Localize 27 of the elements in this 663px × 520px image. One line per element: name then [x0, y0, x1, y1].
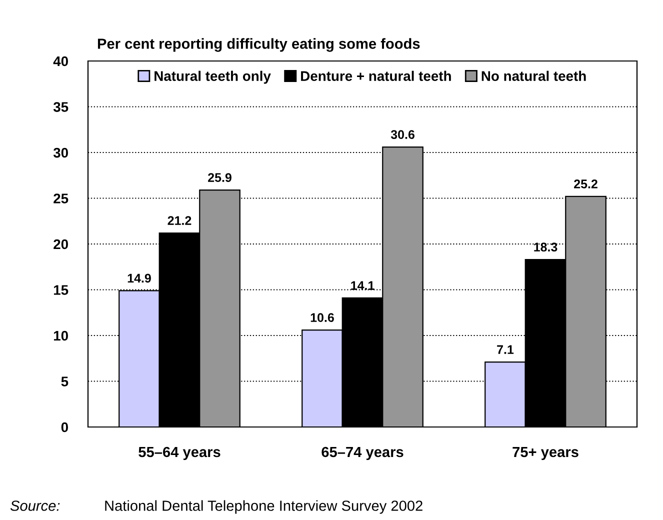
x-tick-label: 55–64 years: [138, 446, 220, 460]
legend-label: Natural teeth only: [154, 70, 271, 84]
data-label: 25.2: [574, 180, 598, 188]
y-tick-label: 10: [54, 330, 68, 341]
text: National Dental Telephone Interview Survey 2002: [105, 500, 422, 514]
data-label: 21.2: [168, 216, 192, 225]
y-tick-label: 15: [54, 285, 68, 295]
legend-label: No natural teeth: [482, 70, 586, 81]
x-tick-label: 75+ years: [512, 446, 578, 460]
y-tick-label: 0: [61, 422, 68, 432]
data-label: 18.3: [534, 242, 558, 252]
data-label: 25.9: [208, 173, 232, 182]
data-label: 30.6: [390, 130, 414, 139]
chart-title: Per cent reporting difficulty eating some foods: [98, 38, 420, 52]
source-note: Source:: [10, 500, 60, 511]
y-tick-label: 35: [53, 102, 68, 112]
legend-label: Denture + natural teeth: [301, 70, 451, 81]
y-tick-label: 40: [53, 56, 68, 66]
data-label: 14.9: [128, 274, 151, 283]
y-tick-label: 20: [54, 239, 68, 250]
data-label: 10.6: [310, 313, 334, 322]
x-tick-label: 65–74 years: [322, 446, 404, 460]
y-tick-label: 30: [53, 148, 68, 158]
y-tick-label: 25: [54, 194, 68, 204]
data-label: 7.1: [497, 345, 514, 354]
data-label: 14.1: [351, 281, 374, 290]
y-tick-label: 5: [61, 376, 68, 386]
